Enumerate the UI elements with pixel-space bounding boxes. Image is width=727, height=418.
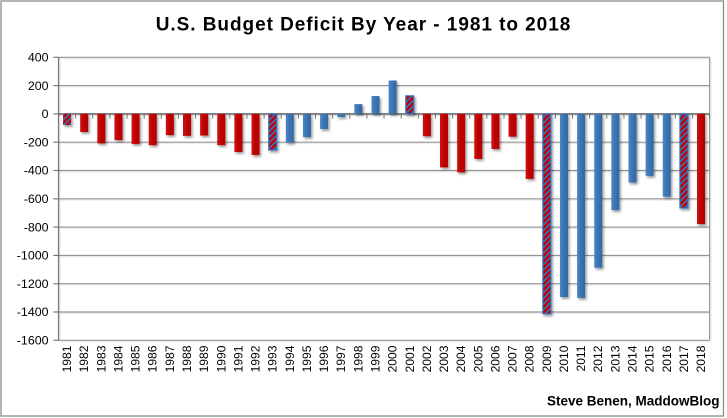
svg-text:2012: 2012 — [591, 345, 605, 372]
svg-text:1996: 1996 — [317, 345, 331, 372]
svg-text:1989: 1989 — [197, 345, 211, 372]
svg-text:1988: 1988 — [180, 345, 194, 372]
svg-text:1998: 1998 — [351, 345, 365, 372]
svg-text:2003: 2003 — [437, 345, 451, 372]
svg-text:-800: -800 — [24, 220, 49, 234]
svg-text:-1200: -1200 — [17, 277, 49, 291]
svg-text:-1600: -1600 — [17, 334, 49, 348]
svg-text:1992: 1992 — [249, 345, 263, 372]
svg-text:1984: 1984 — [111, 345, 125, 372]
svg-text:1985: 1985 — [129, 345, 143, 372]
svg-text:1983: 1983 — [94, 345, 108, 372]
svg-text:2007: 2007 — [506, 345, 520, 372]
svg-text:1999: 1999 — [368, 345, 382, 372]
svg-text:0: 0 — [42, 107, 49, 121]
svg-text:200: 200 — [28, 79, 49, 93]
svg-text:1990: 1990 — [214, 345, 228, 372]
svg-text:2009: 2009 — [540, 345, 554, 372]
svg-text:1981: 1981 — [60, 345, 74, 372]
svg-text:2005: 2005 — [471, 345, 485, 372]
svg-text:2002: 2002 — [420, 345, 434, 372]
svg-text:2004: 2004 — [454, 345, 468, 372]
svg-text:Steve Benen, MaddowBlog: Steve Benen, MaddowBlog — [547, 394, 720, 409]
svg-text:2001: 2001 — [403, 345, 417, 372]
svg-text:2017: 2017 — [677, 345, 691, 372]
svg-text:U.S. Budget Deficit By Year -: U.S. Budget Deficit By Year - 1981 to 20… — [156, 15, 571, 36]
svg-text:2011: 2011 — [574, 345, 588, 371]
svg-text:1982: 1982 — [77, 345, 91, 372]
svg-text:-1000: -1000 — [17, 249, 49, 263]
svg-text:1987: 1987 — [163, 345, 177, 372]
svg-text:-200: -200 — [24, 135, 49, 149]
svg-text:2010: 2010 — [557, 345, 571, 372]
svg-text:1991: 1991 — [231, 345, 245, 372]
svg-text:1986: 1986 — [146, 345, 160, 372]
svg-text:2015: 2015 — [643, 345, 657, 372]
svg-text:400: 400 — [28, 51, 49, 65]
svg-text:1994: 1994 — [283, 345, 297, 372]
svg-text:-1400: -1400 — [17, 305, 49, 319]
svg-text:2014: 2014 — [626, 345, 640, 372]
svg-text:1997: 1997 — [334, 345, 348, 372]
svg-text:2013: 2013 — [608, 345, 622, 372]
svg-text:2006: 2006 — [488, 345, 502, 372]
svg-text:2016: 2016 — [660, 345, 674, 372]
svg-text:2000: 2000 — [386, 345, 400, 372]
svg-text:2018: 2018 — [694, 345, 708, 372]
svg-text:1995: 1995 — [300, 345, 314, 372]
svg-text:-400: -400 — [24, 164, 49, 178]
svg-text:1993: 1993 — [266, 345, 280, 372]
svg-text:-600: -600 — [24, 192, 49, 206]
svg-text:2008: 2008 — [523, 345, 537, 372]
